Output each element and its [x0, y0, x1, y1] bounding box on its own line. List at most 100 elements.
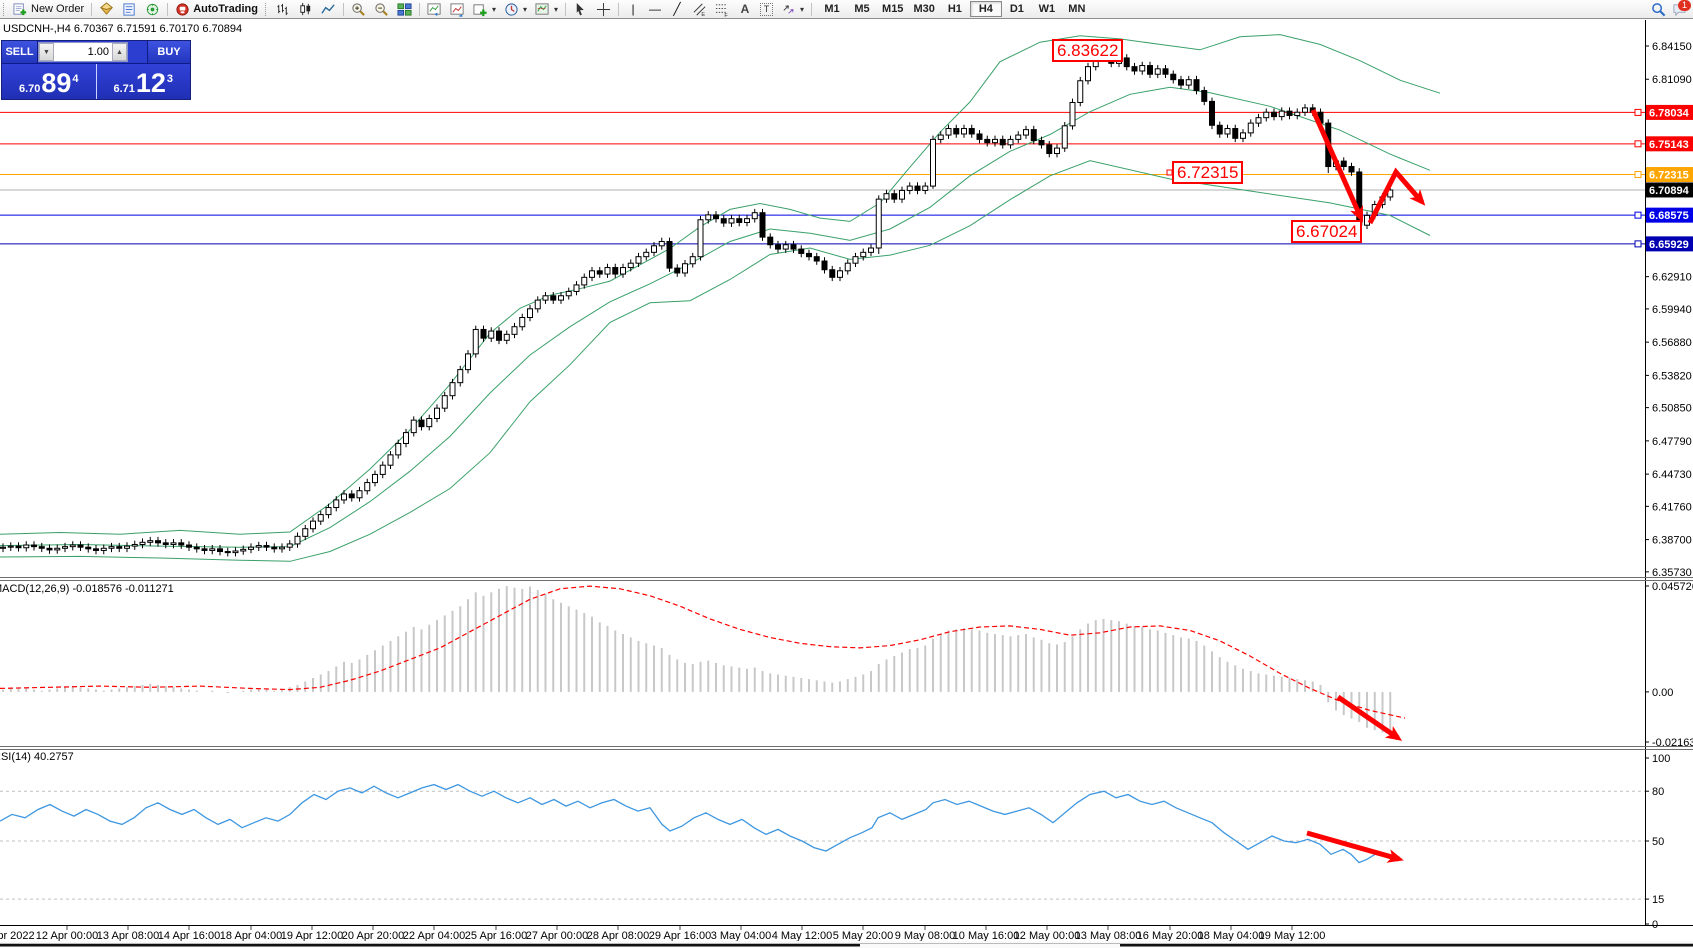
sell-button[interactable]: SELL: [2, 41, 38, 63]
chevron-down-icon: ▾: [800, 4, 805, 14]
autotrading-button[interactable]: AutoTrading: [171, 1, 262, 17]
line-handle[interactable]: [1634, 140, 1642, 148]
tab-H1[interactable]: H1: [947, 3, 962, 15]
vertical-line-tool[interactable]: |: [622, 1, 644, 17]
price-annotation-low[interactable]: 6.67024: [1291, 220, 1363, 243]
zoom-in-button[interactable]: [347, 1, 370, 17]
tab-D1[interactable]: D1: [1009, 3, 1024, 15]
price-badge-label: 6.75143: [1649, 139, 1689, 151]
tab-M1[interactable]: M1: [824, 3, 840, 15]
template-button[interactable]: ▾: [531, 1, 562, 17]
candle: [217, 548, 223, 553]
indicator-list-button[interactable]: [446, 1, 469, 17]
channel-tool[interactable]: E: [688, 1, 711, 17]
toolbar-grip[interactable]: [264, 2, 268, 16]
candle: [1154, 68, 1161, 75]
price-badge-label: 6.78034: [1649, 107, 1690, 119]
buy-price[interactable]: 6.71 12 3: [96, 64, 190, 99]
tab-M5[interactable]: M5: [854, 3, 870, 15]
pane-separators[interactable]: [0, 577, 1693, 926]
macd-pane: 0.045726 0.00 -0.021639: [0, 581, 1693, 749]
toolbar-grip[interactable]: [3, 2, 6, 16]
bar-chart-button[interactable]: [271, 1, 294, 17]
trend-arrow[interactable]: [1306, 830, 1404, 863]
candle: [147, 540, 154, 543]
line-handle[interactable]: [1634, 171, 1642, 179]
price-annotation-high[interactable]: 6.83622: [1052, 39, 1124, 62]
tab-W1[interactable]: W1: [1038, 3, 1056, 15]
candle: [930, 138, 936, 187]
chat-button[interactable]: 1: [1672, 0, 1691, 17]
crosshair-tool-button[interactable]: [592, 1, 615, 17]
trendline-tool[interactable]: ╱: [666, 1, 688, 17]
candle: [1240, 132, 1246, 139]
market-watch-button[interactable]: [95, 1, 118, 17]
candle: [1271, 111, 1277, 118]
arrows-tool[interactable]: ▾: [777, 1, 808, 17]
chevron-down-icon: ▾: [491, 4, 496, 14]
add-indicator-icon: [473, 3, 487, 16]
candle: [178, 542, 185, 546]
candle: [573, 284, 580, 292]
volume-decrease-button[interactable]: ▼: [39, 43, 54, 61]
candle: [868, 247, 874, 253]
new-order-button[interactable]: New Order: [9, 1, 88, 17]
candle: [38, 546, 45, 549]
time-label: 18 May 04:00: [1198, 930, 1265, 942]
tab-M15[interactable]: M15: [882, 3, 904, 15]
tab-H4[interactable]: H4: [969, 1, 1002, 17]
candle: [1085, 66, 1091, 82]
buy-price-pip: 3: [166, 73, 174, 85]
price-badge-label: 6.72315: [1649, 170, 1689, 182]
candle: [1015, 134, 1022, 140]
buy-button[interactable]: BUY: [147, 41, 190, 63]
fibonacci-tool[interactable]: F: [711, 1, 734, 17]
candle: [434, 407, 440, 419]
trend-arrow[interactable]: [1310, 108, 1364, 223]
indicator-window-button[interactable]: [423, 1, 446, 17]
trend-arrow[interactable]: [1367, 167, 1426, 225]
indicator-list-icon: [450, 2, 464, 17]
navigator-button[interactable]: [141, 1, 164, 17]
text-tool[interactable]: A: [734, 1, 756, 17]
candle: [472, 328, 479, 355]
text-label-tool[interactable]: T: [756, 1, 777, 17]
tab-M30[interactable]: M30: [913, 3, 935, 15]
volume-input[interactable]: [54, 43, 112, 61]
rsi-scale-label: 0: [1652, 919, 1658, 931]
candle: [1193, 79, 1200, 92]
zoom-out-button[interactable]: [370, 1, 393, 17]
price-annotation-resistance[interactable]: 6.72315: [1172, 161, 1244, 184]
trend-arrow[interactable]: [1336, 694, 1403, 741]
line-chart-button[interactable]: [317, 1, 340, 17]
time-label: 9 May 08:00: [895, 930, 956, 942]
horizontal-scrollbar[interactable]: [0, 941, 1693, 948]
search-icon[interactable]: [1651, 2, 1666, 17]
cursor-tool-button[interactable]: [569, 1, 592, 17]
tab-MN[interactable]: MN: [1068, 3, 1086, 15]
candlestick-button[interactable]: [294, 1, 317, 17]
candle: [1007, 138, 1014, 146]
line-handle[interactable]: [1634, 240, 1642, 248]
add-indicator-button[interactable]: ▾: [469, 1, 500, 17]
candle: [1069, 101, 1076, 127]
candle: [720, 218, 727, 224]
trend-arrows[interactable]: [1306, 108, 1426, 863]
scrollbar-segment[interactable]: [1120, 944, 1693, 947]
period-button[interactable]: ▾: [500, 1, 531, 17]
candle: [1278, 110, 1285, 118]
volume-increase-button[interactable]: ▲: [112, 43, 127, 61]
line-handle[interactable]: [1634, 108, 1642, 116]
candle: [193, 546, 200, 550]
line-handle[interactable]: [1634, 211, 1642, 219]
candle: [558, 295, 564, 301]
candle: [837, 270, 843, 278]
sell-price[interactable]: 6.70 89 4: [2, 64, 97, 99]
scrollbar-segment[interactable]: [0, 944, 860, 947]
market-watch-icon: [100, 1, 114, 15]
data-window-button[interactable]: [118, 1, 141, 17]
candle: [1147, 65, 1153, 75]
horizontal-line-tool[interactable]: —: [644, 1, 666, 17]
tile-windows-button[interactable]: [393, 1, 416, 17]
